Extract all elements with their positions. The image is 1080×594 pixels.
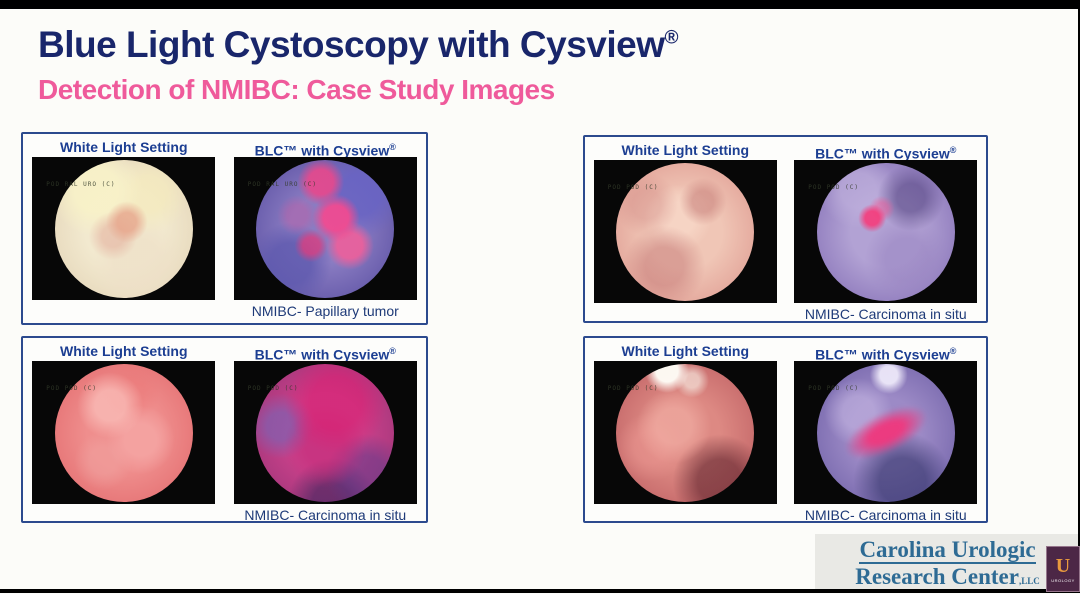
blc-column: BLC™ with Cysview® POD POD (C) NMIBC- Ca… bbox=[786, 341, 987, 523]
bladder-scope-circle bbox=[616, 363, 755, 502]
case-caption: NMIBC- Carcinoma in situ bbox=[804, 507, 967, 523]
case-caption: NMIBC- Carcinoma in situ bbox=[244, 507, 407, 523]
blc-header-text: BLC™ with Cysview bbox=[254, 142, 390, 159]
white-light-header: White Light Setting bbox=[59, 343, 188, 359]
white-light-column: White Light Setting POD POD (C) bbox=[585, 341, 786, 523]
logo-line1: Carolina Urologic bbox=[859, 537, 1036, 564]
white-light-header: White Light Setting bbox=[59, 139, 188, 155]
bladder-scope-circle bbox=[616, 162, 755, 301]
registered-mark: ® bbox=[389, 142, 396, 152]
urology-badge-icon: U UROLOGY bbox=[1046, 546, 1080, 592]
case-caption: NMIBC- Papillary tumor bbox=[251, 303, 399, 319]
blc-column: BLC™ with Cysview® POD RAL URO (C) NMIBC… bbox=[225, 137, 427, 323]
case-panel-bottom-right: White Light Setting POD POD (C) BLC™ wit… bbox=[583, 336, 988, 523]
endoscopy-white-light-image: POD POD (C) bbox=[593, 361, 777, 504]
slide-subtitle: Detection of NMIBC: Case Study Images bbox=[38, 74, 555, 105]
scope-annotation-overlay: POD RAL URO (C) bbox=[46, 181, 116, 188]
case-panel-top-right: White Light Setting POD POD (C) BLC™ wit… bbox=[583, 135, 988, 323]
endoscopy-white-light-image: POD POD (C) bbox=[32, 361, 216, 504]
blc-header: BLC™ with Cysview® bbox=[225, 341, 427, 363]
blc-header: BLC™ with Cysview® bbox=[225, 137, 427, 159]
blc-column: BLC™ with Cysview® POD POD (C) NMIBC- Ca… bbox=[786, 140, 987, 322]
right-edge-bar bbox=[1078, 0, 1080, 593]
bladder-scope-circle bbox=[54, 363, 193, 502]
scope-annotation-overlay: POD POD (C) bbox=[607, 184, 659, 191]
logo-line2: Research Center bbox=[855, 564, 1019, 589]
white-light-column: White Light Setting POD POD (C) bbox=[585, 140, 786, 322]
scope-annotation-overlay: POD POD (C) bbox=[607, 385, 659, 392]
scope-annotation-overlay: POD POD (C) bbox=[247, 385, 299, 392]
slide-title-text: Blue Light Cystoscopy with Cysview bbox=[38, 24, 665, 65]
bladder-scope-circle bbox=[816, 162, 955, 301]
registered-mark: ® bbox=[949, 346, 957, 356]
case-caption: NMIBC- Carcinoma in situ bbox=[804, 306, 967, 322]
blc-header: BLC™ with Cysview® bbox=[786, 140, 987, 162]
endoscopy-white-light-image: POD POD (C) bbox=[593, 160, 777, 303]
endoscopy-blc-image: POD RAL URO (C) bbox=[233, 157, 417, 300]
endoscopy-white-light-image: POD RAL URO (C) bbox=[32, 157, 216, 300]
bladder-scope-circle bbox=[256, 159, 395, 298]
footer-logo-text: Carolina Urologic Research Center,LLC bbox=[815, 534, 1080, 594]
white-light-header: White Light Setting bbox=[621, 343, 750, 359]
blc-header-text: BLC™ with Cysview bbox=[815, 346, 950, 363]
footer-logo: Carolina Urologic Research Center,LLC U … bbox=[815, 534, 1080, 592]
scope-annotation-overlay: POD POD (C) bbox=[46, 385, 97, 392]
endoscopy-blc-image: POD POD (C) bbox=[794, 361, 978, 504]
badge-letter: U bbox=[1055, 554, 1071, 577]
registered-mark: ® bbox=[389, 346, 396, 356]
scope-annotation-overlay: POD POD (C) bbox=[808, 385, 859, 392]
case-panel-bottom-left: White Light Setting POD POD (C) BLC™ wit… bbox=[21, 336, 428, 523]
white-light-column: White Light Setting POD POD (C) bbox=[23, 341, 225, 523]
badge-text: UROLOGY bbox=[1051, 577, 1075, 583]
slide-title: Blue Light Cystoscopy with Cysview® bbox=[38, 24, 678, 66]
blc-header-text: BLC™ with Cysview bbox=[815, 145, 950, 162]
bladder-scope-circle bbox=[816, 363, 955, 502]
scope-annotation-overlay: POD RAL URO (C) bbox=[247, 181, 317, 188]
case-panel-top-left: White Light Setting POD RAL URO (C) BLC™… bbox=[21, 132, 428, 325]
top-letterbox-bar bbox=[0, 0, 1080, 9]
blc-header: BLC™ with Cysview® bbox=[786, 341, 987, 363]
blc-column: BLC™ with Cysview® POD POD (C) NMIBC- Ca… bbox=[225, 341, 427, 523]
blc-header-text: BLC™ with Cysview bbox=[254, 346, 390, 363]
scope-annotation-overlay: POD POD (C) bbox=[808, 184, 859, 191]
bladder-scope-circle bbox=[256, 363, 395, 502]
white-light-column: White Light Setting POD RAL URO (C) bbox=[23, 137, 225, 323]
bottom-letterbox-bar bbox=[0, 589, 1080, 593]
endoscopy-blc-image: POD POD (C) bbox=[794, 160, 978, 303]
endoscopy-blc-image: POD POD (C) bbox=[233, 361, 417, 504]
white-light-header: White Light Setting bbox=[621, 142, 750, 158]
logo-suffix: ,LLC bbox=[1018, 576, 1040, 586]
registered-mark: ® bbox=[949, 145, 957, 155]
registered-mark: ® bbox=[664, 27, 679, 49]
bladder-scope-circle bbox=[54, 159, 193, 298]
